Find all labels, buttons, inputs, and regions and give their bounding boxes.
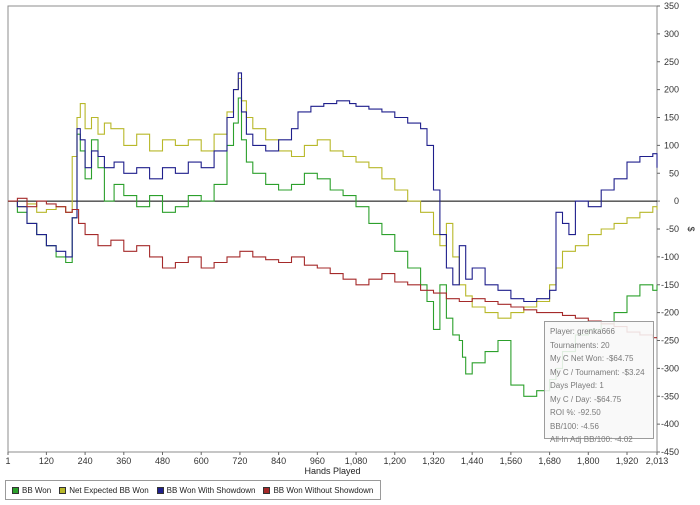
y-tick-label: 0 (674, 196, 679, 206)
x-tick-label: 1,080 (345, 456, 368, 466)
x-tick-label: 240 (78, 456, 93, 466)
y-tick-label: 200 (664, 85, 679, 95)
y-tick-label: 250 (664, 57, 679, 67)
y-tick-label: -250 (661, 336, 679, 346)
legend-item-without-showdown[interactable]: BB Won Without Showdown (263, 486, 373, 495)
legend-swatch-bb-won (12, 486, 19, 494)
legend-swatch-net-expected (59, 486, 67, 494)
y-tick-label: 300 (664, 29, 679, 39)
y-tick-label: -150 (661, 280, 679, 290)
y-tick-label: 150 (664, 113, 679, 123)
x-tick-label: 2,013 (646, 456, 669, 466)
legend-label: BB Won Without Showdown (273, 485, 374, 495)
axis-layer: 350 300 250 200 150 100 50 0 -50 -100 -150 -200 -250… (5, 1, 679, 466)
x-tick-label: 360 (116, 456, 131, 466)
x-tick-label: 960 (310, 456, 325, 466)
legend-swatch-without-showdown (263, 486, 271, 494)
series-layer (8, 72, 658, 397)
legend-label: Net Expected BB Won (69, 485, 149, 495)
x-axis-title: Hands Played (304, 466, 360, 476)
y-tick-label: -100 (661, 252, 679, 262)
tooltip-net-won: My C Net Won: -$64.75 (550, 354, 634, 363)
x-tick-label: 840 (271, 456, 286, 466)
legend-item-net-expected[interactable]: Net Expected BB Won (59, 485, 149, 495)
x-tick-label: 1,560 (500, 456, 523, 466)
y-tick-label: -400 (661, 419, 679, 429)
y-tick-label: 350 (664, 1, 679, 11)
y-tick-label: 50 (669, 168, 679, 178)
y-tick-label: -350 (661, 391, 679, 401)
x-tick-label: 720 (232, 456, 247, 466)
tooltip-bb100: BB/100: -4.56 (550, 421, 599, 431)
legend-label: BB Won (22, 485, 52, 495)
series-line-bb-won-with-showdown (8, 72, 658, 303)
y-axis-title: $ (686, 226, 696, 231)
x-tick-label: 120 (39, 456, 54, 466)
tooltip-tournaments: Tournaments: 20 (550, 340, 610, 350)
legend-label: BB Won With Showdown (166, 485, 256, 495)
y-tick-label: 100 (664, 140, 679, 150)
x-tick-label: 1,200 (383, 456, 406, 466)
tooltip-player: Player: grenka666 (550, 327, 615, 336)
legend-item-bb-won[interactable]: BB Won (12, 486, 51, 495)
tooltip-per-tournament: My C / Tournament: -$3.24 (550, 367, 645, 377)
y-tick-label: -200 (661, 308, 679, 318)
x-tick-label: 1,800 (577, 456, 600, 466)
stats-tooltip: Player: grenka666 Tournaments: 20 My C N… (544, 321, 654, 444)
x-tick-label: 1 (5, 456, 10, 466)
legend: BB Won Net Expected BB Won BB Won With S… (5, 480, 381, 500)
y-tick-label: -300 (661, 363, 679, 373)
series-line-bb-won (8, 97, 658, 397)
legend-item-with-showdown[interactable]: BB Won With Showdown (156, 485, 256, 495)
y-tick-label: -50 (666, 224, 679, 234)
x-tick-label: 1,680 (538, 456, 561, 466)
x-tick-label: 1,920 (616, 456, 639, 466)
x-tick-label: 1,320 (422, 456, 445, 466)
tooltip-days-played: Days Played: 1 (550, 381, 604, 390)
x-tick-label: 480 (155, 456, 170, 466)
x-tick-label: 1,440 (461, 456, 484, 466)
tooltip-allin-bb100: All-In Adj BB/100: -4.02 (550, 435, 633, 444)
series-line-net-expected-bb-won (8, 77, 658, 319)
legend-swatch-with-showdown (156, 486, 164, 494)
series-line-bb-won-without-showdown (8, 197, 657, 339)
y-tick-label: -450 (661, 447, 679, 457)
tooltip-roi: ROI %: -92.50 (550, 408, 601, 417)
x-tick-label: 600 (194, 456, 209, 466)
tooltip-per-day: My C / Day: -$64.75 (550, 394, 622, 404)
